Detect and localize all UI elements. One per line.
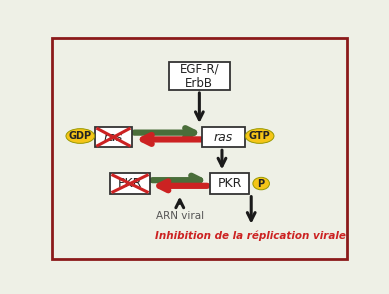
Ellipse shape (66, 129, 95, 143)
Text: ARN viral: ARN viral (156, 211, 204, 221)
Text: PKR: PKR (217, 177, 242, 190)
FancyBboxPatch shape (95, 127, 131, 147)
FancyBboxPatch shape (210, 173, 249, 194)
Text: ras: ras (104, 131, 123, 144)
Text: P: P (258, 178, 265, 188)
Text: PKR: PKR (118, 177, 142, 190)
Text: EGF-R/
ErbB: EGF-R/ ErbB (180, 62, 219, 90)
Text: ras: ras (214, 131, 233, 144)
FancyBboxPatch shape (169, 62, 230, 90)
Ellipse shape (253, 177, 270, 190)
Text: Inhibition de la réplication virale: Inhibition de la réplication virale (155, 230, 346, 241)
FancyBboxPatch shape (110, 173, 150, 194)
FancyBboxPatch shape (202, 127, 245, 147)
Ellipse shape (245, 129, 274, 143)
Text: GTP: GTP (249, 131, 270, 141)
Text: GDP: GDP (69, 131, 92, 141)
